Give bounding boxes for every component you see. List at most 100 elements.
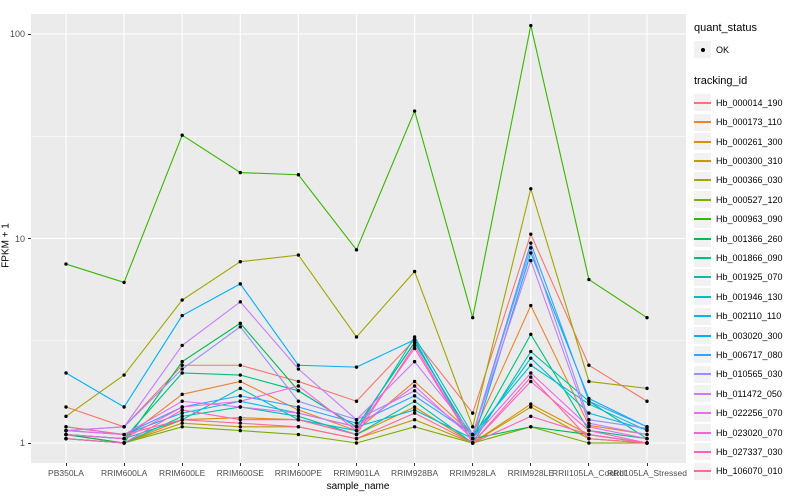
data-point	[122, 441, 126, 445]
legend-item-label: Hb_011472_050	[716, 388, 782, 399]
data-point	[412, 384, 417, 388]
legend-item-Hb_000963_090: Hb_000963_090	[694, 210, 798, 228]
legend-spacer	[694, 60, 798, 75]
data-point	[529, 332, 533, 337]
data-point	[354, 428, 359, 433]
y-tick-mark	[28, 442, 31, 444]
data-point	[122, 373, 126, 377]
data-point	[587, 432, 591, 437]
data-point	[180, 408, 184, 412]
legend-line-swatch	[694, 450, 711, 453]
legend-line-swatch	[694, 121, 711, 124]
x-tick-mark	[646, 463, 648, 466]
data-point	[587, 396, 591, 401]
data-point	[180, 371, 184, 375]
data-point	[296, 408, 301, 412]
data-point	[180, 421, 184, 425]
data-point	[180, 417, 184, 422]
data-point	[64, 428, 68, 433]
data-point	[412, 417, 417, 422]
data-point	[64, 371, 68, 375]
legend-item-label: Hb_000527_120	[716, 194, 783, 205]
data-point	[180, 411, 184, 415]
x-tick-mark	[530, 463, 532, 466]
data-point	[412, 379, 417, 384]
data-point	[412, 337, 417, 342]
data-point	[180, 414, 184, 419]
data-point	[122, 436, 126, 441]
legend-item-label: Hb_000261_300	[716, 136, 783, 147]
legend-key-box	[694, 191, 711, 209]
legend-item-label: Hb_106070_010	[716, 466, 783, 477]
legend-key-box	[694, 210, 711, 228]
x-tick-mark	[181, 463, 183, 466]
data-point	[645, 399, 649, 403]
data-point	[587, 363, 591, 367]
legend-line-swatch	[694, 198, 711, 201]
data-point	[238, 170, 242, 175]
x-tick-mark	[297, 463, 299, 466]
legend-item-Hb_001925_070: Hb_001925_070	[694, 268, 798, 286]
data-point	[645, 432, 649, 437]
legend-key-box	[694, 171, 711, 189]
legend-item-Hb_006717_080: Hb_006717_080	[694, 346, 798, 364]
legend-item-Hb_027337_030: Hb_027337_030	[694, 443, 798, 461]
legend-key-box	[694, 230, 711, 248]
x-axis-title: sample_name	[326, 481, 390, 492]
legend-key-box	[694, 365, 711, 383]
data-point	[238, 373, 242, 377]
data-point	[412, 399, 417, 403]
data-point	[587, 425, 591, 429]
legend-line-swatch	[694, 218, 711, 221]
legend-key-box	[694, 346, 711, 364]
legend-item-label: Hb_010565_030	[716, 369, 783, 380]
x-tick-mark	[472, 463, 474, 466]
data-point	[354, 436, 359, 441]
legend-line-swatch	[694, 237, 711, 240]
x-tick-mark	[414, 463, 416, 466]
x-tick-mark	[123, 463, 125, 466]
data-point	[412, 269, 417, 274]
legend-line-swatch	[694, 353, 711, 356]
legend-tracking-id-items: Hb_000014_190 Hb_000173_110 Hb_000261_300 H…	[694, 94, 798, 480]
data-point	[529, 379, 533, 384]
legend-key-box	[694, 327, 711, 345]
gridlines-major	[31, 14, 686, 463]
x-tick-label: RRII105LA_Control	[552, 468, 626, 478]
legend-item-Hb_023020_070: Hb_023020_070	[694, 424, 798, 442]
legend: quant_status OK tracking_id Hb_000014_19…	[694, 22, 798, 482]
data-point	[296, 417, 301, 422]
data-point	[180, 399, 184, 403]
data-point	[412, 405, 417, 409]
data-point	[180, 425, 184, 429]
legend-key-box	[694, 41, 711, 58]
data-point	[238, 379, 242, 384]
data-point	[238, 260, 242, 264]
data-point	[529, 402, 533, 406]
x-tick-label: RRIM928BA	[390, 468, 439, 478]
data-point	[471, 315, 475, 320]
x-tick-mark	[588, 463, 590, 466]
legend-item-label: Hb_000300_310	[716, 156, 783, 167]
x-tick-label: RRIM600LA	[100, 468, 148, 478]
data-point	[587, 417, 591, 422]
data-point	[529, 349, 533, 354]
data-point	[296, 253, 301, 257]
legend-key-box	[694, 424, 711, 442]
data-point	[64, 436, 68, 441]
plot-panel	[31, 14, 686, 463]
data-point	[296, 414, 301, 419]
data-point	[180, 405, 184, 409]
data-point	[587, 428, 591, 433]
legend-key-box	[694, 443, 711, 461]
legend-title-quant-status: quant_status	[694, 22, 757, 34]
legend-line-swatch	[694, 392, 711, 395]
legend-key-box	[694, 385, 711, 403]
data-point	[296, 405, 301, 409]
data-point	[587, 436, 591, 441]
data-point	[529, 303, 533, 308]
data-point	[587, 421, 591, 425]
data-point	[296, 367, 301, 371]
data-point	[238, 399, 242, 403]
data-point	[587, 277, 591, 282]
